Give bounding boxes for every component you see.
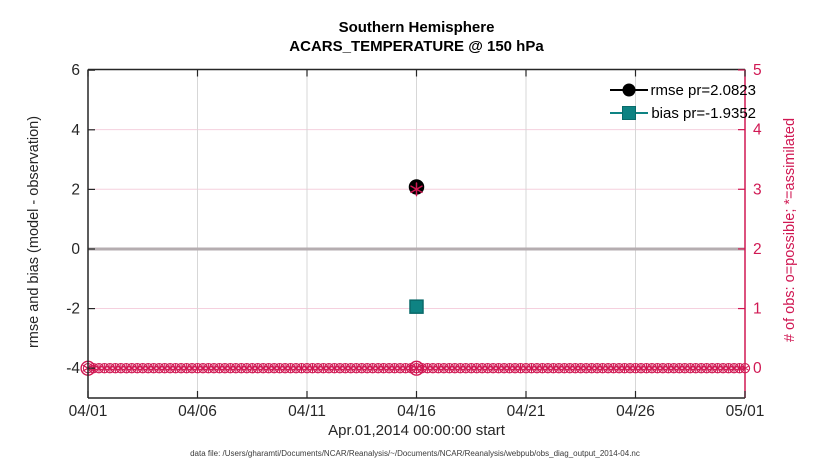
legend-row-bias: bias pr=-1.9352 [610, 103, 756, 123]
y-right-tick-label: 3 [753, 181, 762, 198]
chart-title-line2: ACARS_TEMPERATURE @ 150 hPa [289, 38, 544, 55]
obs-assimilated-overlay-marker [410, 182, 423, 197]
y-left-tick-label: 6 [71, 62, 80, 79]
x-tick-label: 04/26 [616, 403, 655, 420]
chart-title: Southern Hemisphere ACARS_TEMPERATURE @ … [88, 18, 745, 56]
obs-assimilated-marker-large [411, 362, 422, 375]
y-left-tick-label: 4 [71, 122, 80, 139]
rmse-legend-label: rmse pr=2.0823 [650, 81, 756, 99]
rmse-legend-swatch [609, 80, 648, 100]
y-right-tick-label: 1 [753, 301, 762, 318]
bias-legend-label: bias pr=-1.9352 [651, 104, 756, 122]
chart-title-line1: Southern Hemisphere [338, 19, 495, 36]
y-left-tick-label: 0 [71, 241, 80, 258]
y-axis-label-left: rmse and bias (model - observation) [26, 115, 42, 349]
legend-row-rmse: rmse pr=2.0823 [609, 80, 756, 100]
bias-data-point [409, 299, 424, 314]
rmse-circle-marker-icon [622, 83, 636, 97]
y-left-tick-label: -4 [66, 360, 80, 377]
y-left-tick-label: 2 [71, 181, 80, 198]
x-axis-label: Apr.01,2014 00:00:00 start [328, 422, 505, 439]
obs-possible-marker-large [408, 360, 425, 376]
x-tick-label: 04/21 [507, 403, 546, 420]
y-right-tick-label: 5 [753, 62, 762, 79]
bias-square-marker-icon [622, 106, 637, 120]
y-right-tick-label: 4 [753, 122, 762, 139]
legend: rmse pr=2.0823 bias pr=-1.9352 [609, 80, 756, 123]
x-tick-label: 04/01 [69, 403, 108, 420]
y-left-tick-label: -2 [66, 301, 80, 318]
x-tick-label: 04/16 [397, 403, 436, 420]
x-tick-label: 05/01 [726, 403, 765, 420]
x-tick-label: 04/06 [178, 403, 217, 420]
y-right-tick-label: 2 [753, 241, 762, 258]
x-tick-label: 04/11 [288, 403, 326, 420]
y-right-tick-label: 0 [753, 360, 762, 377]
y-axis-label-right: # of obs: o=possible; *=assimilated [782, 117, 798, 343]
data-file-caption: data file: /Users/gharamti/Documents/NCA… [190, 449, 640, 458]
bias-legend-swatch [610, 103, 649, 123]
